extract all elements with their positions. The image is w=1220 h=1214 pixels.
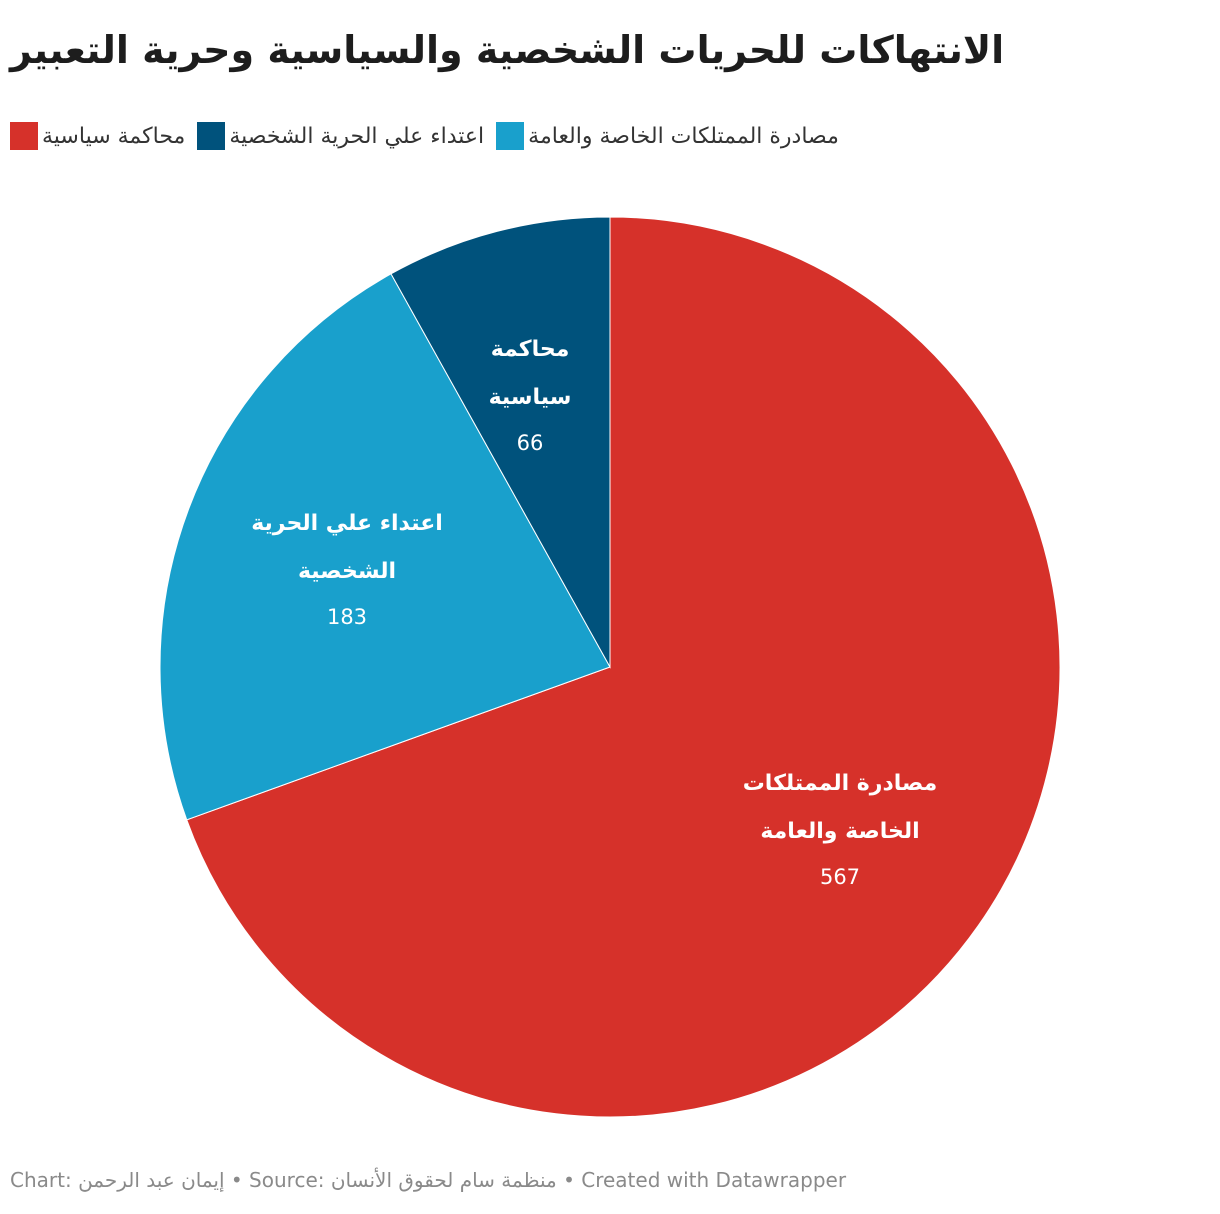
- legend-label-assault: مصادرة الممتلكات الخاصة والعامة: [528, 123, 839, 149]
- slice-assault-label-line-2: الشخصية: [298, 559, 396, 584]
- legend-item-confiscation: محاكمة سياسية: [10, 122, 185, 150]
- slice-confiscation-value-label: 567: [820, 865, 860, 889]
- legend-swatch-assault: [496, 122, 525, 150]
- legend: محاكمة سياسية اعتداء علي الحرية الشخصية …: [10, 122, 851, 150]
- slice-confiscation-label-line-2: الخاصة والعامة: [760, 819, 919, 844]
- slice-assault-label-line-1: اعتداء علي الحرية: [251, 511, 443, 536]
- chart-title: الانتهاكات للحريات الشخصية والسياسية وحر…: [10, 28, 1005, 72]
- legend-item-assault: مصادرة الممتلكات الخاصة والعامة: [496, 122, 839, 150]
- slice-confiscation: [186, 216, 1061, 1118]
- slice-assault-value-label: 183: [327, 605, 367, 629]
- legend-label-trial: اعتداء علي الحرية الشخصية: [229, 123, 485, 149]
- slice-assault: [159, 273, 611, 821]
- slice-trial: [390, 216, 611, 669]
- slice-trial-label-line-2: سياسية: [489, 385, 572, 410]
- legend-label-confiscation: محاكمة سياسية: [42, 123, 186, 149]
- slice-trial-value-label: 66: [517, 431, 544, 455]
- legend-swatch-confiscation: [10, 122, 38, 150]
- legend-swatch-trial: [197, 122, 226, 150]
- legend-item-trial: اعتداء علي الحرية الشخصية: [197, 122, 484, 150]
- slice-trial-label-line-1: محاكمة: [491, 337, 570, 362]
- slice-confiscation-label-line-1: مصادرة الممتلكات: [743, 771, 938, 796]
- chart-footer: Chart: إيمان عبد الرحمن • Source: منظمة …: [10, 1168, 847, 1192]
